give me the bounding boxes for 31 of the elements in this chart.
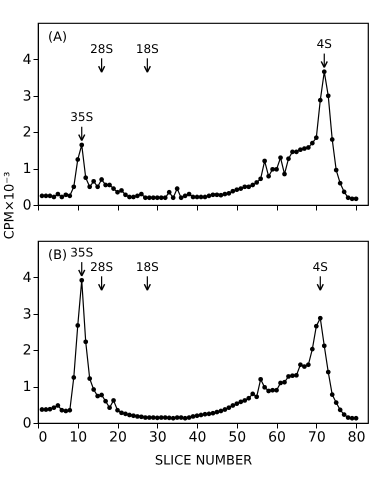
x-tick-label: 30 [148,430,167,446]
y-tick-label: 3 [22,306,32,322]
y-axis-title: CPM×10⁻³ [2,172,18,240]
annotation: 35S [70,110,94,124]
annotation: 28S [90,260,114,274]
x-tick-label: 50 [228,430,246,446]
x-tick-label: 40 [188,430,206,446]
x-tick-label: 70 [308,430,326,446]
annotation: (A) [48,30,68,45]
y-tick-label: 2 [22,342,32,359]
annotation: 4S [316,37,332,52]
annotation: 18S [136,260,159,274]
y-tick-label: 1 [22,379,32,396]
annotation: 28S [90,42,114,56]
x-tick-label: 10 [69,430,88,446]
x-axis-title: SLICE NUMBER [154,454,252,468]
annotation: (B) [48,248,68,263]
annotation: 18S [136,42,159,56]
annotation: 35S [70,246,94,260]
y-tick-label: 0 [22,416,32,432]
y-tick-label: 4 [22,52,32,68]
annotation: 4S [312,260,328,274]
y-tick-label: 1 [22,161,32,178]
x-tick-label: 60 [268,430,286,446]
x-tick-label: 20 [109,430,127,446]
y-tick-label: 4 [22,270,32,286]
y-tick-label: 3 [22,88,32,104]
x-tick-label: 0 [38,430,48,446]
y-tick-label: 2 [22,124,32,141]
x-tick-label: 80 [348,430,366,446]
y-tick-label: 0 [22,198,32,214]
